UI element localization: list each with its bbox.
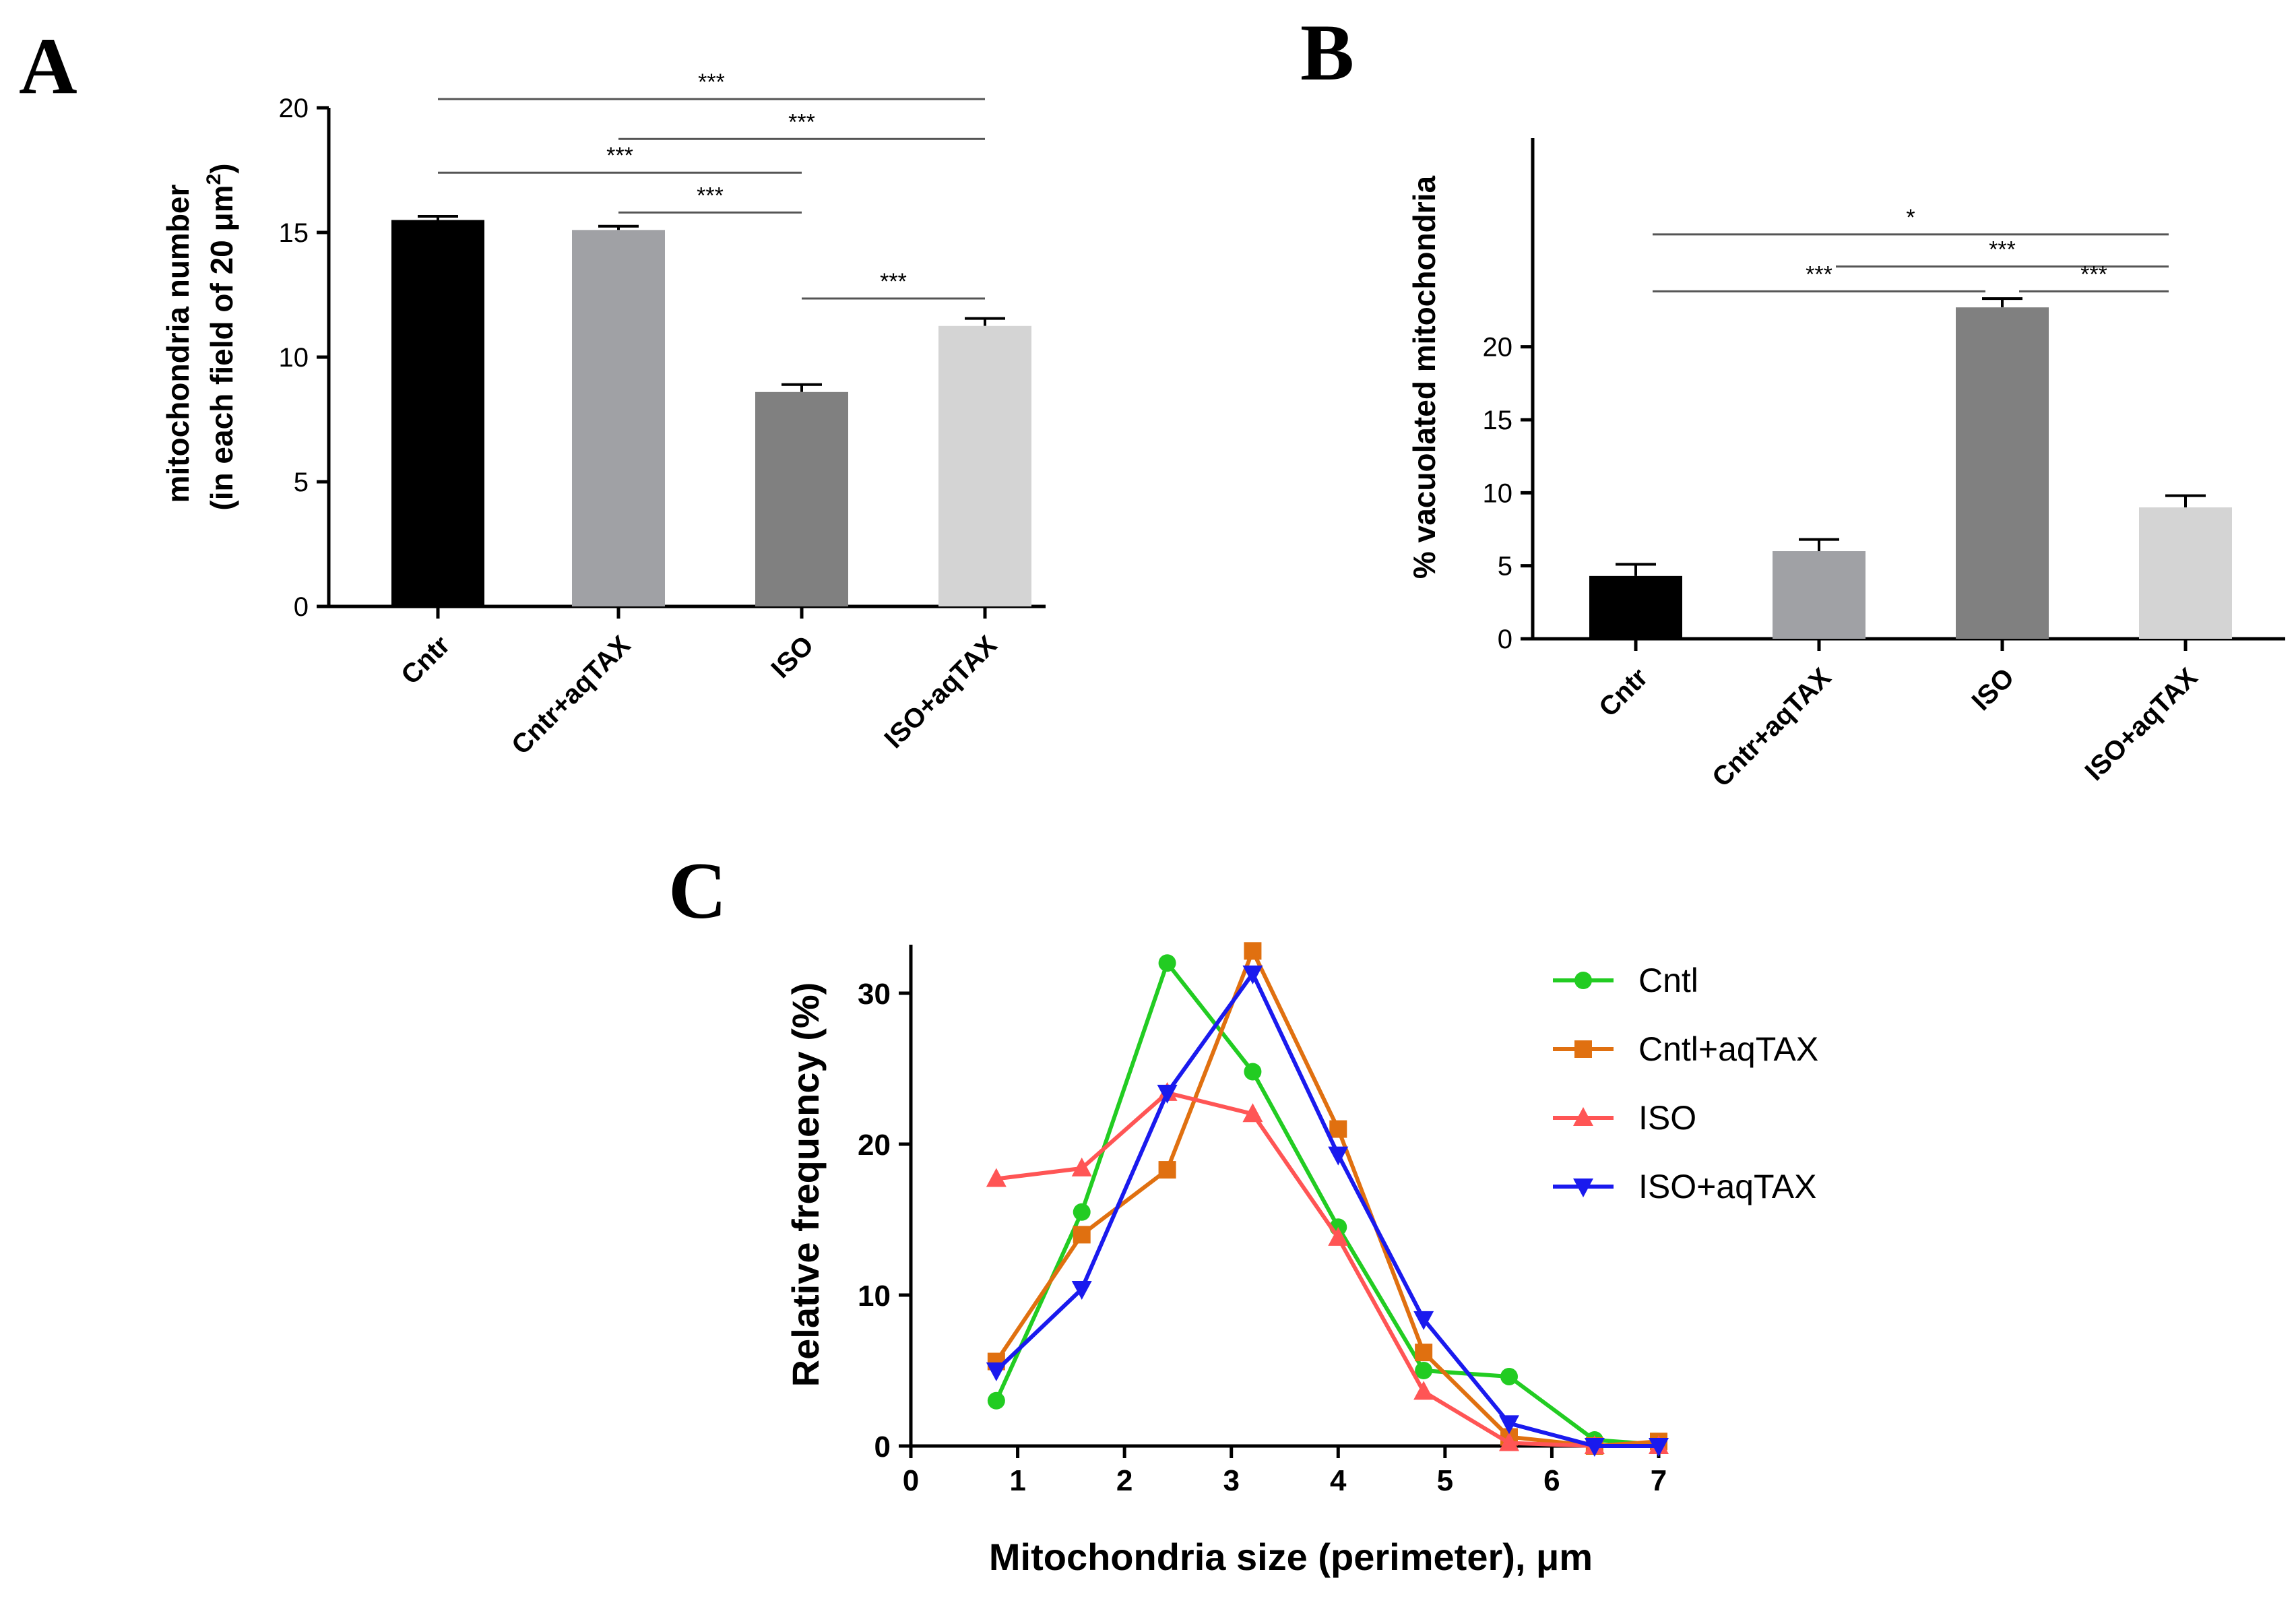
panel-a-significance-label: *** <box>698 69 725 95</box>
panel-b-significance-label: *** <box>1806 261 1832 287</box>
panel-c-series-line <box>996 1090 1659 1448</box>
panel-c-data-point <box>1499 1432 1519 1451</box>
panel-a-category-label: Cntr+aqTAX <box>506 630 636 760</box>
panel-c-xtick-label: 5 <box>1437 1464 1453 1497</box>
panel-c-xtick-label: 2 <box>1116 1464 1133 1497</box>
panel-c-data-point <box>1413 1381 1434 1400</box>
panel-a-ytick-label: 10 <box>279 343 309 373</box>
panel-c-legend-marker <box>1573 1178 1593 1197</box>
panel-c-ytick-label: 20 <box>858 1129 891 1162</box>
panel-c-data-point <box>1415 1344 1433 1362</box>
panel-c-ytick-label: 10 <box>858 1280 891 1313</box>
panel-a-significance-label: *** <box>788 109 815 135</box>
panel-a-bar <box>391 220 484 606</box>
panel-c-data-point <box>986 1362 1007 1381</box>
panel-a-bar <box>755 391 848 606</box>
panel-a-ytick-label: 20 <box>279 94 309 123</box>
panel-b-ytick-label: 15 <box>1483 406 1513 435</box>
panel-b-bar <box>2139 507 2232 639</box>
panel-c-data-point <box>1157 1084 1178 1104</box>
panel-a-bar <box>572 230 665 606</box>
panel-c-xtick-label: 1 <box>1009 1464 1025 1497</box>
panel-c-xtick-label: 0 <box>903 1464 919 1497</box>
panel-c-legend-marker <box>1574 972 1592 989</box>
panel-c-data-point <box>1329 1120 1347 1138</box>
panel-c-data-point <box>1158 954 1176 972</box>
panel-a-significance-label: *** <box>606 143 633 168</box>
panel-c-xtick-label: 3 <box>1223 1464 1239 1497</box>
panel-b-ylabel: % vacuolated mitochondria <box>1407 176 1442 579</box>
panel-c-data-point <box>1328 1146 1349 1166</box>
panel-c-data-point <box>1649 1438 1669 1457</box>
panel-a-ylabel-line2: (in each field of 20 μm2) <box>203 163 239 510</box>
panel-b-bar <box>1956 307 2049 639</box>
panel-c-xtick-label: 7 <box>1651 1464 1667 1497</box>
panel-a-bar <box>938 325 1031 606</box>
panel-c-data-point <box>1073 1203 1091 1221</box>
panel-c-legend-marker <box>1574 1040 1592 1058</box>
panel-b-category-label: ISO <box>1967 662 2020 716</box>
panel-letter-a: A <box>19 21 77 111</box>
panel-c-legend-marker <box>1573 1107 1593 1126</box>
panel-c-data-point <box>1413 1311 1434 1330</box>
panel-a-ytick-label: 5 <box>294 468 309 497</box>
panel-a-ytick-label: 15 <box>279 218 309 248</box>
panel-a-significance-label: *** <box>697 183 724 208</box>
panel-c-ytick-label: 30 <box>858 978 891 1011</box>
panel-c-data-point <box>1500 1367 1518 1385</box>
panel-b-ytick-label: 10 <box>1483 478 1513 508</box>
panel-b-category-label: Cntr <box>1593 662 1653 722</box>
panel-c-xtick-label: 4 <box>1330 1464 1347 1497</box>
panel-c-ylabel: Relative frequency (%) <box>784 982 827 1387</box>
panel-a-significance-label: *** <box>880 269 907 294</box>
panel-b-ytick-label: 20 <box>1483 333 1513 363</box>
panel-c-data-point <box>1328 1226 1349 1246</box>
panel-c-data-point <box>1158 1161 1176 1179</box>
panel-c-data-point <box>1071 1157 1092 1176</box>
chart-panel-c: 0 10 20 30 0 1 2 3 4 5 6 7 Cntl Cntl+aqTAX ISO ISO+aqTA… <box>858 942 1818 1497</box>
panel-c-series-line <box>994 949 1659 1448</box>
panel-b-category-label: ISO+aqTAX <box>2080 662 2204 786</box>
panel-c-legend-label: ISO <box>1638 1099 1696 1137</box>
panel-a-ylabel-line1: mitochondria number <box>160 185 195 503</box>
panel-c-data-point <box>987 1391 1005 1410</box>
panel-b-ytick-label: 5 <box>1498 552 1512 582</box>
panel-c-data-point <box>1584 1438 1605 1457</box>
panel-b-bar <box>1773 551 1865 639</box>
panel-a-category-label: ISO+aqTAX <box>879 630 1003 754</box>
panel-c-series-line <box>994 961 1659 1447</box>
panel-b-bar <box>1589 575 1682 639</box>
panel-c-xtick-label: 6 <box>1543 1464 1560 1497</box>
panel-c-data-point <box>1415 1362 1433 1379</box>
panel-c-data-point <box>986 1168 1007 1187</box>
panel-c-legend-label: ISO+aqTAX <box>1638 1168 1816 1205</box>
panel-c-legend-label: Cntl <box>1638 962 1698 999</box>
panel-c-data-point <box>1071 1281 1092 1300</box>
panel-c-data-point <box>1242 965 1263 984</box>
panel-c-ytick-label: 0 <box>874 1431 891 1464</box>
panel-b-ytick-label: 0 <box>1498 625 1512 654</box>
panel-a-ytick-label: 0 <box>294 592 309 622</box>
panel-c-data-point <box>1499 1415 1519 1435</box>
panel-c-data-point <box>1244 1063 1262 1081</box>
panel-b-significance-label: *** <box>2080 261 2107 287</box>
panel-c-data-point <box>1073 1226 1091 1244</box>
chart-panel-a: 0 5 10 15 20 Cntr Cntr+aqTAX ISO ISO+aqTAX *** ***… <box>279 69 1046 760</box>
panel-a-category-label: Cntr <box>395 630 455 690</box>
panel-c-data-point <box>1242 1103 1263 1123</box>
panel-c-data-point <box>1244 942 1262 960</box>
panel-a-category-label: ISO <box>766 630 820 684</box>
panel-b-significance-label: *** <box>1989 237 2016 263</box>
panel-letter-b: B <box>1300 7 1354 97</box>
panel-c-xlabel: Mitochondria size (perimeter), μm <box>989 1536 1593 1578</box>
panel-b-significance-label: * <box>1906 205 1915 230</box>
panel-c-legend-label: Cntl+aqTAX <box>1638 1030 1818 1068</box>
panel-letter-c: C <box>668 846 727 935</box>
panel-b-category-label: Cntr+aqTAX <box>1707 662 1837 792</box>
